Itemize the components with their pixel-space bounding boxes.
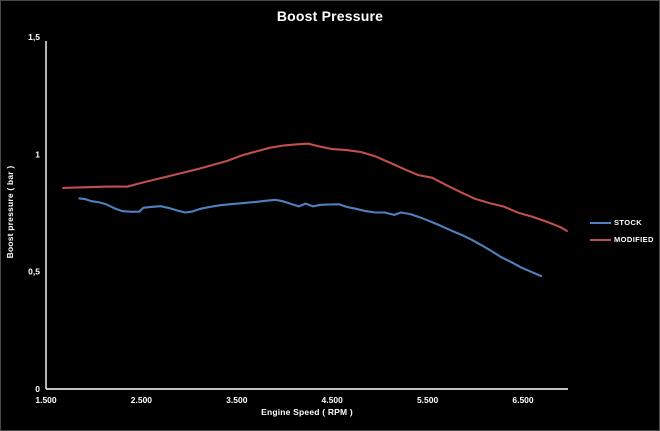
x-tick-label: 5.500 [417,395,439,405]
x-tick-label: 1.500 [35,395,57,405]
y-tick-label: 0,5 [28,267,40,277]
modified-line [62,142,568,233]
stock-line-swatch [590,221,611,224]
chart-legend: STOCK MODIFIED [590,214,654,248]
x-tick-label: 6.500 [512,395,534,405]
x-tick-label: 2.500 [131,395,153,405]
y-tick-label: 0 [35,384,40,394]
y-axis-title: Boost pressure ( bar ) [5,165,15,259]
legend-item-modified: MODIFIED [590,231,654,248]
x-tick-label: 4.500 [322,395,344,405]
legend-label-stock: STOCK [614,218,643,227]
y-tick-label: 1 [35,149,40,159]
chart-title: Boost Pressure [276,8,384,24]
legend-item-stock: STOCK [590,214,654,231]
x-tick-label: 3.500 [226,395,248,405]
legend-label-modified: MODIFIED [614,235,654,244]
modified-line-swatch [590,238,611,241]
stock-line [78,197,543,278]
x-axis-title: Engine Speed ( RPM ) [261,407,353,417]
y-tick-label: 1,5 [28,32,40,42]
